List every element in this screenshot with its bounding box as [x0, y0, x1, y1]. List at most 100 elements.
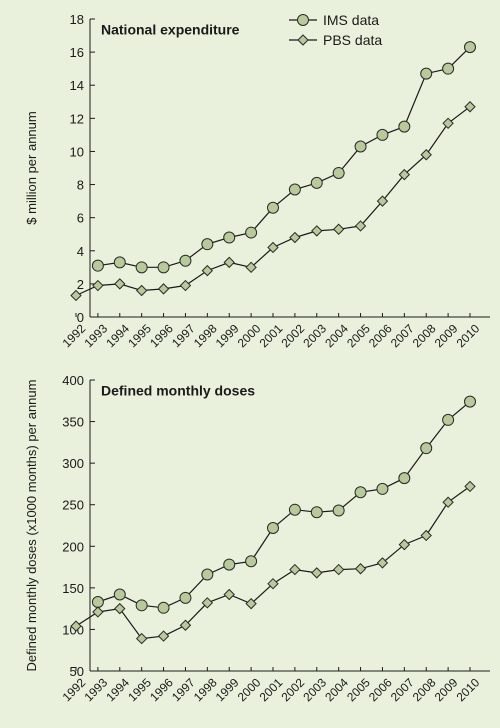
data-point	[442, 117, 454, 130]
x-tick-label: 2004	[322, 675, 351, 704]
data-point	[179, 279, 192, 292]
data-point	[267, 201, 279, 214]
data-point	[92, 279, 104, 292]
x-tick-label: 2000	[235, 321, 264, 350]
x-tick-label: 2008	[410, 321, 439, 350]
data-point	[201, 264, 214, 277]
data-point	[135, 284, 148, 297]
data-point	[288, 183, 301, 196]
data-point	[223, 256, 235, 269]
data-point	[354, 220, 367, 232]
y-axis-label: Defined monthly doses (x1000 months) per…	[24, 380, 39, 672]
y-tick-label: 50	[70, 664, 84, 679]
x-tick-label: 1994	[103, 675, 132, 704]
data-point	[464, 395, 476, 408]
data-point	[376, 128, 389, 141]
data-point	[201, 597, 214, 609]
x-tick-label: 1996	[147, 321, 176, 350]
data-point	[311, 567, 323, 579]
legend-diamond-icon	[297, 34, 309, 46]
data-point	[332, 223, 345, 235]
x-tick-label: 1998	[191, 321, 220, 350]
data-point	[267, 577, 279, 590]
legend-entry: IMS data	[323, 12, 379, 28]
x-tick-label: 1997	[169, 675, 198, 704]
data-point	[179, 619, 192, 631]
data-point	[92, 606, 104, 618]
chart-panel-doses: 5010015020025030035040019921993199419951…	[24, 373, 490, 704]
series-line	[75, 485, 471, 640]
x-tick-label: 1992	[60, 321, 89, 350]
series-ims	[91, 41, 476, 274]
data-point	[201, 568, 214, 581]
x-tick-label: 2004	[322, 321, 351, 350]
y-tick-label: 150	[62, 581, 84, 596]
data-point	[332, 563, 345, 576]
data-point	[113, 588, 126, 601]
data-point	[464, 101, 476, 113]
x-tick-label: 1996	[147, 675, 176, 704]
data-point	[157, 283, 170, 295]
x-tick-label: 1994	[103, 321, 132, 350]
data-point	[420, 149, 432, 161]
data-point	[332, 166, 345, 179]
data-point	[442, 62, 455, 75]
x-tick-label: 2006	[366, 321, 395, 350]
data-point	[157, 261, 170, 274]
data-point	[223, 558, 236, 571]
series-line	[75, 106, 471, 297]
x-tick-label: 2009	[432, 675, 461, 704]
data-point	[420, 529, 432, 542]
data-point	[267, 241, 279, 254]
x-tick-label: 2001	[257, 675, 286, 704]
data-point	[464, 480, 476, 493]
data-point	[310, 176, 323, 189]
x-tick-label: 1999	[213, 321, 242, 350]
data-point	[289, 563, 301, 576]
series-line	[97, 46, 471, 268]
x-tick-label: 2002	[278, 321, 307, 350]
data-point	[376, 557, 389, 569]
x-tick-label: 1999	[213, 675, 242, 704]
data-point	[201, 238, 214, 251]
data-point	[114, 278, 126, 290]
legend-entry: PBS data	[323, 32, 382, 48]
y-tick-label: 2	[77, 277, 84, 292]
x-tick-label: 2000	[235, 675, 264, 704]
x-tick-label: 2010	[454, 675, 483, 704]
data-point	[157, 630, 170, 642]
data-point	[113, 256, 126, 269]
data-point	[157, 601, 170, 614]
data-point	[398, 120, 411, 133]
data-point	[245, 597, 257, 610]
data-point	[442, 413, 455, 426]
data-point	[398, 472, 411, 485]
chart-title: National expenditure	[101, 21, 240, 37]
series-pbs	[70, 480, 476, 645]
data-point	[420, 67, 433, 80]
chart-panel-expenditure: 0246810121416181992199319941995199619971…	[24, 12, 490, 350]
y-tick-label: 6	[77, 211, 84, 226]
series-ims	[91, 395, 476, 614]
data-point	[245, 261, 257, 274]
x-tick-label: 2002	[278, 675, 307, 704]
y-tick-label: 0	[77, 310, 84, 325]
x-tick-label: 1993	[81, 321, 110, 350]
y-tick-label: 300	[62, 456, 84, 471]
legend: IMS data PBS data	[289, 12, 382, 48]
y-tick-label: 12	[70, 111, 84, 126]
x-tick-label: 2003	[300, 675, 329, 704]
data-point	[135, 632, 148, 645]
data-point	[245, 555, 258, 568]
y-tick-label: 16	[70, 45, 84, 60]
data-point	[179, 254, 192, 267]
data-point	[288, 503, 301, 516]
data-point	[398, 538, 411, 551]
series-pbs	[70, 101, 476, 302]
x-tick-label: 1995	[125, 321, 154, 350]
x-tick-label: 1992	[60, 675, 89, 704]
data-point	[354, 563, 367, 575]
x-tick-label: 2009	[432, 321, 461, 350]
x-tick-label: 2007	[388, 675, 417, 704]
